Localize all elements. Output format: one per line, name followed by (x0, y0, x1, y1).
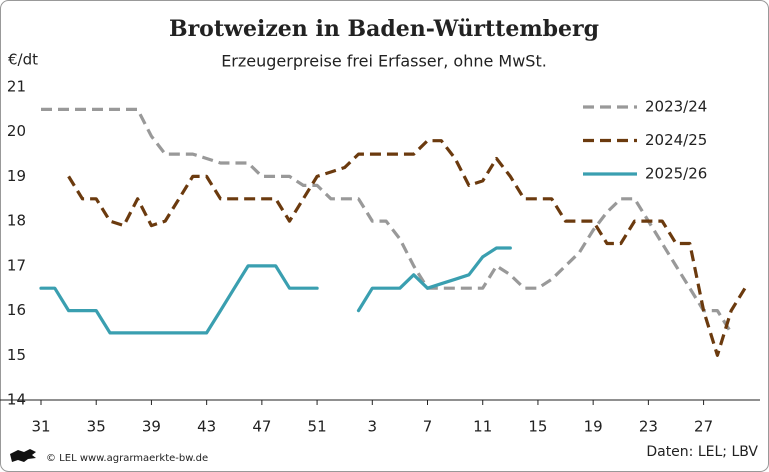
x-tick-label: 39 (142, 418, 161, 436)
x-tick-label: 31 (31, 418, 50, 436)
x-tick-label: 47 (252, 418, 271, 436)
x-tick-label: 27 (694, 418, 713, 436)
series-line (41, 107, 733, 334)
footer: © LEL www.agrarmaerkte-bw.de (46, 453, 208, 464)
x-tick-label: 19 (584, 418, 603, 436)
logo (10, 449, 36, 462)
x-tick-label: 7 (423, 418, 433, 436)
x-tick-label: 35 (87, 418, 106, 436)
x-tick-label: 51 (308, 418, 327, 436)
y-tick-label: 21 (7, 78, 26, 96)
x-tick-label: 43 (197, 418, 216, 436)
y-tick-label: 18 (7, 212, 26, 230)
y-tick-label: 16 (7, 301, 26, 319)
legend-label: 2025/26 (645, 165, 707, 183)
y-tick-label: 14 (7, 391, 26, 409)
x-tick-label: 15 (528, 418, 547, 436)
source: Daten: LEL; LBV (646, 444, 758, 460)
y-tick-label: 15 (7, 346, 26, 364)
series-line (67, 139, 747, 357)
y-tick-label: 19 (7, 167, 26, 185)
chart-title: Brotweizen in Baden-Württemberg (169, 16, 599, 42)
legend-label: 2023/24 (645, 98, 707, 116)
y-tick-label: 17 (7, 256, 26, 274)
series-line (39, 246, 512, 335)
x-tick-label: 3 (368, 418, 378, 436)
x-tick-label: 23 (639, 418, 658, 436)
chart-subtitle: Erzeugerpreise frei Erfasser, ohne MwSt. (221, 52, 547, 71)
x-tick-label: 11 (473, 418, 492, 436)
y-axis-label: €/dt (8, 51, 38, 69)
y-tick-label: 20 (7, 122, 26, 140)
legend-label: 2024/25 (645, 131, 707, 149)
